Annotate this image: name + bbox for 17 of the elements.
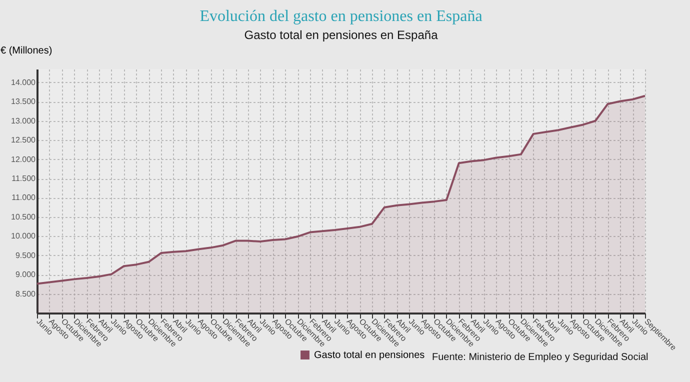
- y-tick-label: 8.500: [15, 289, 36, 298]
- source-note: Fuente: Ministerio de Empleo y Seguridad Social: [432, 352, 648, 363]
- y-tick-label: 10.000: [11, 232, 36, 241]
- y-tick-label: 13.500: [11, 97, 36, 106]
- y-tick-label: 9.000: [15, 270, 36, 280]
- y-tick-label: 9.500: [15, 250, 36, 260]
- y-tick-label: 12.000: [11, 154, 36, 164]
- y-tick-label: 11.000: [12, 193, 36, 202]
- y-tick-label: 13.000: [11, 116, 36, 126]
- y-axis-title: € (Millones): [0, 46, 52, 56]
- chart-subtitle: Gasto total en pensiones en España: [244, 28, 438, 42]
- y-tick-label: 12.500: [11, 136, 36, 145]
- y-tick-label: 11.500: [12, 174, 36, 184]
- y-tick-label: 14.000: [11, 78, 36, 87]
- legend-label: Gasto total en pensiones: [314, 350, 425, 361]
- y-tick-label: 10.500: [11, 212, 36, 222]
- chart-title: Evolución del gasto en pensiones en España: [200, 8, 482, 25]
